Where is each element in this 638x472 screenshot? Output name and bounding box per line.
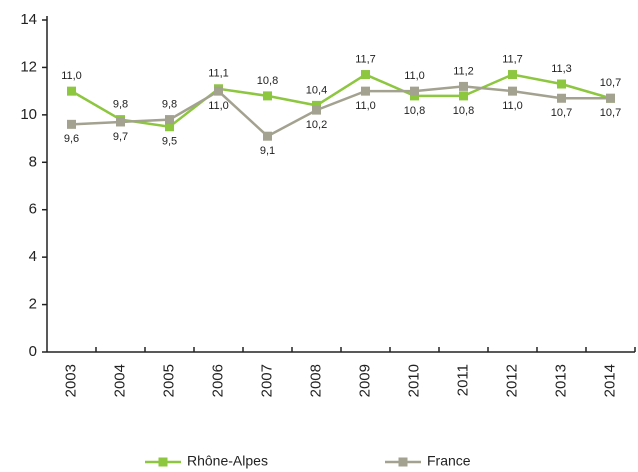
marker [606,93,615,103]
marker [116,117,125,127]
value-label: 11,0 [355,100,376,112]
x-tick-label: 2014 [601,364,618,397]
value-label: 10,7 [551,107,572,119]
marker [508,70,517,80]
marker [459,81,468,91]
x-tick-label: 2013 [552,364,569,397]
marker [312,105,321,115]
value-label: 9,5 [162,136,177,148]
series-line [71,85,611,138]
y-tick-label: 2 [29,296,37,313]
legend-label: France [427,453,471,469]
value-label: 9,1 [260,145,275,157]
value-label: 11,2 [453,65,474,77]
x-tick-label: 2004 [111,364,128,397]
marker [67,119,76,129]
marker [214,86,223,96]
marker [361,86,370,96]
x-tick-label: 2007 [258,364,275,397]
value-label: 9,7 [113,131,128,143]
value-label: 9,6 [64,133,79,145]
value-label: 10,7 [600,77,621,89]
marker [459,91,468,101]
y-tick-label: 4 [29,248,37,265]
value-label: 10,4 [306,84,327,96]
marker [67,86,76,96]
value-label: 11,1 [208,68,229,80]
x-tick-label: 2006 [209,364,226,397]
marker [410,91,419,101]
x-tick-label: 2010 [405,364,422,397]
marker [557,79,566,89]
marker [508,86,517,96]
value-label: 10,8 [404,105,425,117]
value-label: 11,0 [61,70,82,82]
value-label: 11,0 [404,70,425,82]
marker [312,100,321,110]
value-label: 11,0 [208,100,229,112]
value-label: 10,2 [306,119,327,131]
marker [263,131,272,141]
legend-label: Rhône-Alpes [187,453,268,469]
x-tick-label: 2009 [356,364,373,397]
value-label: 11,3 [551,63,572,75]
y-tick-label: 12 [20,58,37,75]
value-label: 11,0 [502,100,523,112]
series-line [70,73,611,129]
x-tick-label: 2008 [307,364,324,397]
x-tick-label: 2005 [160,364,177,397]
value-label: 9,8 [113,99,128,111]
value-label: 9,8 [162,99,177,111]
y-tick-label: 14 [20,11,37,28]
marker [165,115,174,125]
marker [263,91,272,101]
marker [557,93,566,103]
value-label: 10,7 [600,107,621,119]
marker [361,70,370,80]
y-tick-label: 6 [29,201,37,218]
value-label: 11,7 [502,53,523,65]
marker [165,122,174,132]
marker [410,86,419,96]
value-label: 10,8 [257,75,278,87]
legend-marker [398,457,408,467]
x-tick-label: 2003 [62,364,79,397]
value-label: 11,7 [355,53,376,65]
value-label: 10,8 [453,105,474,117]
y-tick-label: 8 [29,153,37,170]
legend-marker [158,457,168,467]
y-tick-label: 0 [29,343,37,360]
x-tick-label: 2011 [454,364,471,396]
x-tick-label: 2012 [503,364,520,397]
y-tick-label: 10 [20,106,37,123]
